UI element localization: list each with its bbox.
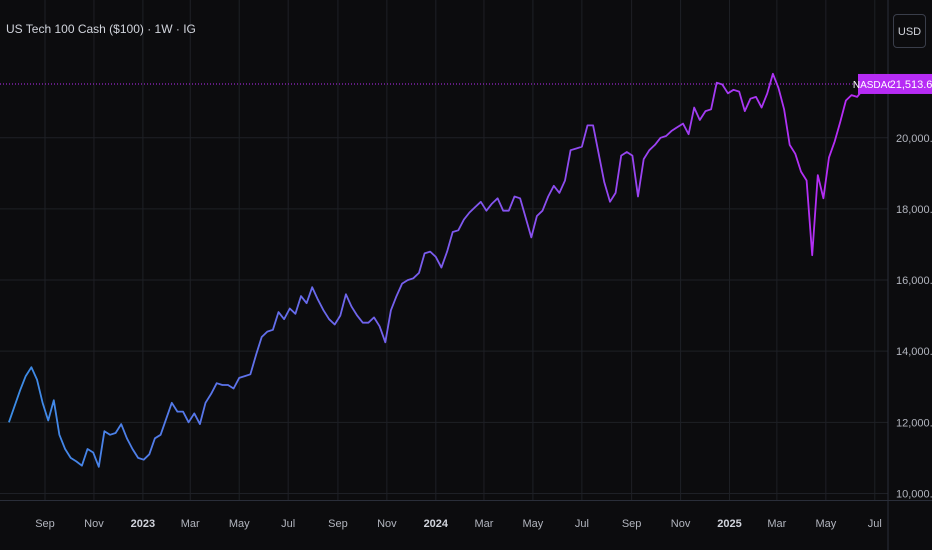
x-tick-label: 2023 <box>131 518 155 530</box>
x-tick-label: Jul <box>868 518 882 530</box>
last-price-tag-bg <box>858 73 890 94</box>
x-tick-label: Mar <box>474 518 493 530</box>
x-tick-label: Sep <box>328 518 348 530</box>
x-tick-label: Sep <box>622 518 642 530</box>
y-tick-label: 18,000.0 <box>896 204 932 216</box>
last-price-value: 21,513.6 <box>890 79 932 91</box>
last-price-value-bg <box>890 73 932 94</box>
x-tick-label: Jul <box>575 518 589 530</box>
x-tick-label: May <box>815 518 836 530</box>
currency-button[interactable]: USD <box>893 14 926 48</box>
x-tick-label: Jul <box>281 518 295 530</box>
y-tick-label: 20,000.0 <box>896 133 932 145</box>
x-tick-label: Nov <box>84 518 104 530</box>
x-tick-label: Nov <box>671 518 691 530</box>
y-tick-label: 16,000.0 <box>896 275 932 287</box>
y-tick-label: 12,000.0 <box>896 417 932 429</box>
x-tick-label: Nov <box>377 518 397 530</box>
y-tick-label: 14,000.0 <box>896 346 932 358</box>
symbol-title[interactable]: US Tech 100 Cash ($100) · 1W · IG <box>6 22 196 36</box>
x-tick-label: May <box>229 518 250 530</box>
x-tick-label: 2025 <box>717 518 741 530</box>
x-tick-label: 2024 <box>424 518 449 530</box>
x-tick-label: Sep <box>35 518 55 530</box>
x-tick-label: Mar <box>181 518 200 530</box>
last-price-symbol: NASDAQ <box>853 80 895 91</box>
y-tick-label: 10,000.0 <box>896 488 932 500</box>
price-series-line[interactable] <box>8 72 870 468</box>
x-tick-label: May <box>523 518 544 530</box>
x-tick-label: Mar <box>767 518 786 530</box>
